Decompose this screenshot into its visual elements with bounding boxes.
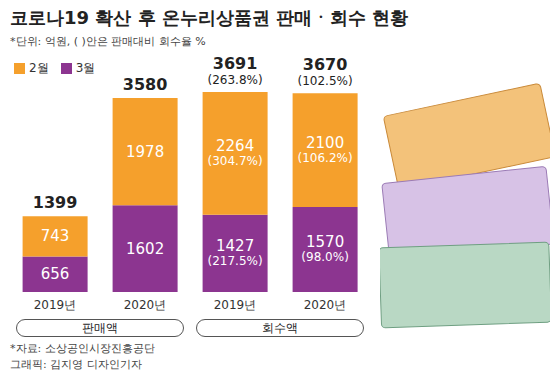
html-text:3월: 3월 (75, 61, 96, 75)
html-text:*자료: 소상공인시장진흥공단: *자료: 소상공인시장진흥공단 (10, 342, 155, 355)
html-text:*단위: 억원, ( )안은 판매대비 회수율 %: *단위: 억원, ( )안은 판매대비 회수율 % (10, 35, 206, 48)
html-text:2월: 2월 (29, 61, 49, 75)
svg-text:2100(106.2%): 2100(106.2%) (298, 134, 353, 165)
svg-text:3580: 3580 (123, 75, 168, 94)
svg-text:2020년: 2020년 (124, 298, 167, 312)
svg-text:2019년: 2019년 (34, 298, 77, 312)
svg-text:2264(304.7%): 2264(304.7%) (208, 137, 263, 168)
svg-text:2020년: 2020년 (304, 298, 347, 312)
html-text:회수액: 회수액 (262, 321, 298, 335)
svg-text:3670(102.5%): 3670(102.5%) (298, 55, 353, 88)
html-text:코로나19 확산 후 온누리상품권 판매ㆍ회수 현황: 코로나19 확산 후 온누리상품권 판매ㆍ회수 현황 (10, 7, 409, 28)
svg-text:1427(217.5%): 1427(217.5%) (208, 237, 263, 268)
svg-text:1602: 1602 (126, 240, 164, 258)
svg-text:656: 656 (41, 265, 70, 283)
svg-text:3691(263.8%): 3691(263.8%) (208, 54, 263, 87)
html-text:그래픽: 김지영 디자인기자: 그래픽: 김지영 디자인기자 (10, 358, 142, 371)
svg-text:743: 743 (41, 227, 70, 245)
svg-text:1570(98.0%): 1570(98.0%) (301, 233, 348, 264)
svg-text:2019년: 2019년 (214, 298, 257, 312)
svg-text:1399: 1399 (33, 193, 78, 212)
html-text:판매액: 판매액 (82, 321, 118, 335)
svg-text:1978: 1978 (126, 143, 164, 161)
